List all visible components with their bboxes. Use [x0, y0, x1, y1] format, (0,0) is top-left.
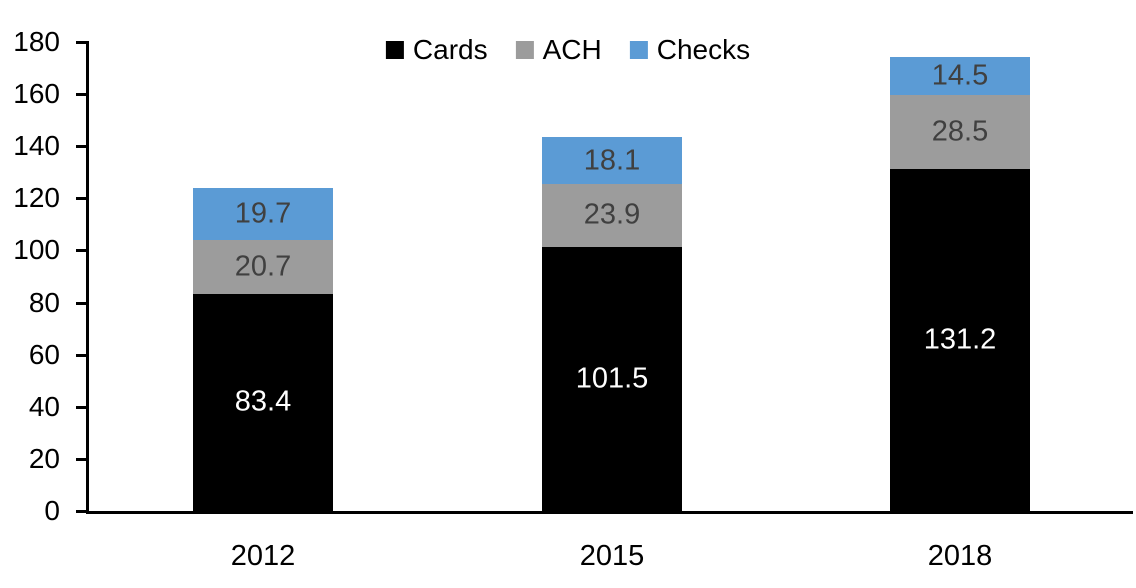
bar-value-label: 19.7 — [234, 197, 292, 230]
y-axis-label: 180 — [13, 26, 60, 57]
y-axis-tick — [76, 302, 89, 305]
legend-item-checks: Checks — [629, 34, 751, 66]
bar-segment-ach-2018: 28.5 — [890, 94, 1030, 170]
bar-value-label: 83.4 — [234, 385, 292, 418]
y-axis-label: 80 — [28, 287, 60, 318]
y-axis-label: 100 — [13, 234, 60, 265]
bar-segment-ach-2015: 23.9 — [542, 184, 682, 247]
legend-item-cards: Cards — [385, 34, 488, 66]
bar-value-label: 28.5 — [931, 115, 989, 148]
x-axis-line — [86, 511, 1133, 514]
y-axis-label: 60 — [28, 339, 60, 370]
ach-swatch-icon — [515, 41, 534, 59]
y-axis-tick — [76, 145, 89, 148]
bar-value-label: 101.5 — [575, 362, 649, 395]
bar-segment-checks-2015: 18.1 — [542, 137, 682, 185]
y-axis-tick — [76, 197, 89, 200]
bar-segment-ach-2012: 20.7 — [193, 239, 333, 294]
y-axis-tick — [76, 354, 89, 357]
y-axis-tick — [76, 510, 89, 513]
y-axis-tick — [76, 406, 89, 409]
bar-segment-cards-2012: 83.4 — [193, 293, 333, 511]
x-axis-label: 2018 — [927, 540, 993, 572]
x-axis-label: 2012 — [230, 540, 296, 572]
y-axis-label: 0 — [44, 495, 60, 526]
y-axis-label: 140 — [13, 130, 60, 161]
bar-value-label: 131.2 — [923, 323, 997, 356]
cards-swatch-icon — [385, 41, 404, 59]
y-axis-tick — [76, 93, 89, 96]
bar-value-label: 18.1 — [583, 144, 641, 177]
bar-value-label: 23.9 — [583, 198, 641, 231]
bar-segment-cards-2018: 131.2 — [890, 169, 1030, 511]
y-axis-tick — [76, 41, 89, 44]
legend-label-ach: ACH — [542, 34, 602, 65]
checks-swatch-icon — [629, 41, 648, 59]
y-axis-line — [86, 42, 89, 514]
y-axis-label: 160 — [13, 78, 60, 109]
y-axis-label: 40 — [28, 391, 60, 422]
legend-label-checks: Checks — [656, 34, 751, 65]
legend-label-cards: Cards — [412, 34, 488, 65]
bar-segment-cards-2015: 101.5 — [542, 246, 682, 511]
chart-legend: Cards ACH Checks — [385, 34, 751, 66]
bar-value-label: 20.7 — [234, 250, 292, 283]
y-axis-tick — [76, 458, 89, 461]
bar-segment-checks-2012: 19.7 — [193, 188, 333, 240]
x-axis-label: 2015 — [579, 540, 645, 572]
bar-segment-checks-2018: 14.5 — [890, 57, 1030, 95]
bar-value-label: 14.5 — [931, 59, 989, 92]
y-axis-label: 120 — [13, 182, 60, 213]
y-axis-tick — [76, 249, 89, 252]
legend-item-ach: ACH — [515, 34, 602, 66]
y-axis-label: 20 — [28, 443, 60, 474]
